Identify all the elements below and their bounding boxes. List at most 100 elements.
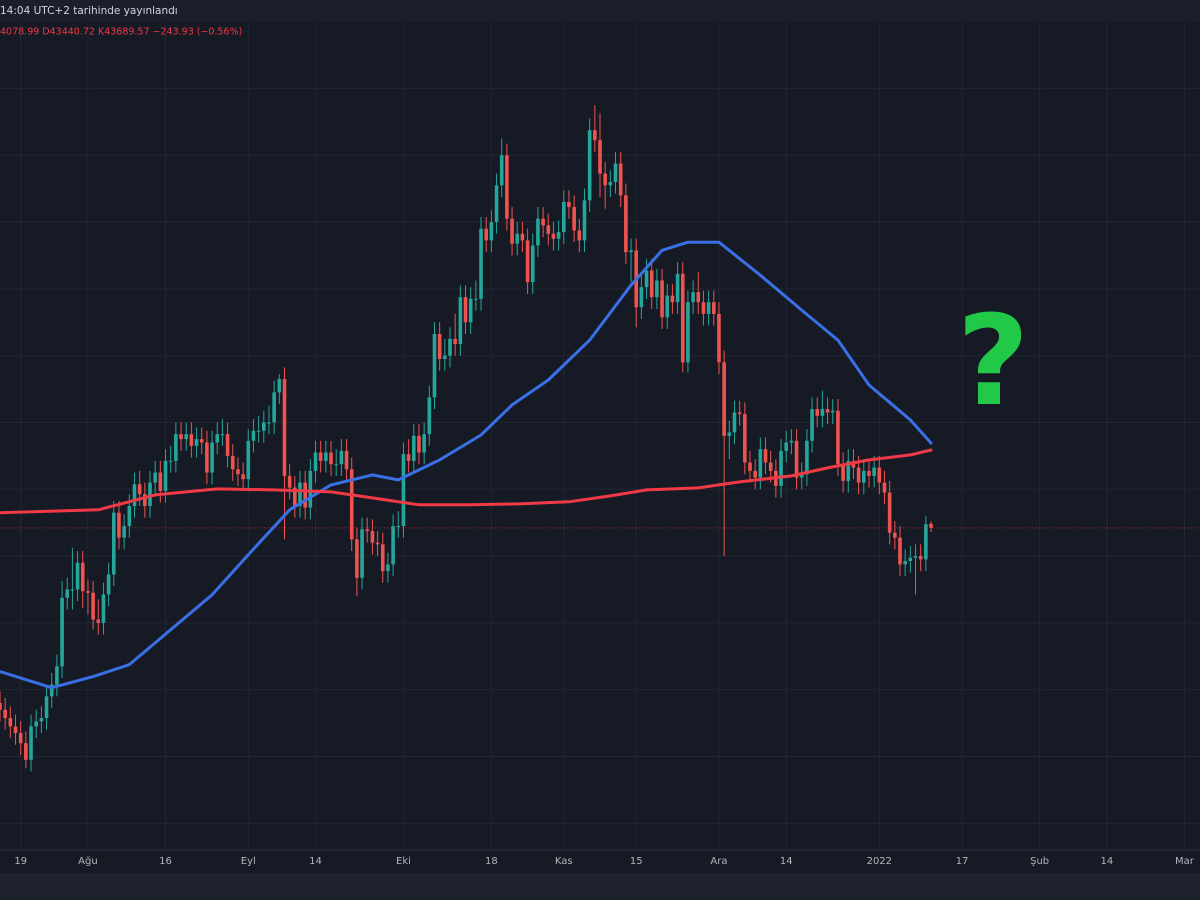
candle-body [199,439,204,443]
candle-body [505,155,509,219]
x-tick-label: 14 [309,856,322,867]
candle-body [825,409,830,413]
candle-body [613,163,618,182]
candle-body [189,434,194,446]
candle-body [515,233,520,244]
candle-body [96,619,101,623]
candle-body [820,409,825,416]
candle-body [794,440,799,478]
candle-body [799,474,804,478]
candle-body [153,472,157,483]
candle-body [236,469,240,475]
candle-body [453,338,457,344]
candle-body [582,200,587,241]
candle-body [887,492,892,533]
candle-body [329,452,333,465]
candle-body [458,297,463,344]
plot [0,105,1200,772]
candle-body [711,302,716,314]
candle-body [753,470,757,478]
candle-body [577,230,582,241]
candle-body [117,512,121,538]
candle-body [230,455,235,470]
candle-body [629,250,633,253]
candle-body [913,556,918,558]
candle-body [106,574,111,595]
candle-body [287,475,292,488]
candle-body [670,295,675,303]
candle-body [758,449,763,478]
candle-body [644,270,649,288]
x-tick-label: 16 [159,856,172,867]
candle-body [867,470,871,476]
x-tick-label: 19 [14,856,27,867]
candle-body [380,544,385,572]
candle-body [3,709,7,719]
x-tick-label: Şub [1030,856,1049,867]
candle-body [55,666,59,685]
candle-body [70,589,75,591]
candle-body [784,442,789,451]
candle-body [174,434,178,461]
x-tick-label: Eyl [241,856,256,867]
candle-body [49,684,54,697]
candle-body [520,233,525,241]
candle-body [370,531,375,543]
candle-body [220,434,225,436]
candle-body [39,718,44,722]
candle-body [241,474,245,480]
candle-body [101,594,106,623]
x-tick-label: 2022 [867,856,892,867]
candle-body [898,537,902,565]
candle-body [256,430,261,432]
x-tick-label: 14 [780,856,793,867]
candle-body [448,338,452,356]
candle-body [75,562,80,590]
candle-body [908,557,913,562]
candle-body [122,526,126,538]
candle-body [375,542,380,545]
candle-body [137,484,142,495]
candle-body [148,482,152,506]
candle-body [474,298,478,300]
x-tick-label: 15 [630,856,643,867]
candle-body [748,462,752,471]
candle-body [815,409,820,416]
candle-body [779,450,783,486]
published-text: 14:04 UTC+2 tarihinde yayınlandı [0,5,178,17]
candle-body [158,472,163,491]
candle-body [267,422,271,424]
candle-body [722,362,726,436]
x-tick-label: 14 [1101,856,1114,867]
candle-body [479,228,483,299]
candle-body [463,297,468,323]
candle-body [29,726,33,760]
candle-body [727,432,732,436]
candle-body [655,280,659,298]
candle-body [205,442,209,473]
annotation: ? [957,289,1030,434]
candle-body [882,482,887,493]
candle-body [349,469,354,540]
candle-body [324,452,328,461]
candle-body [24,743,28,760]
candle-body [536,218,540,246]
candle-body [391,526,395,565]
candle-body [484,228,489,241]
candle-body [598,140,602,174]
candle-body [194,439,199,446]
candle-body [618,163,623,196]
candle-body [293,487,297,506]
candle-body [432,333,437,398]
candle-body [143,494,147,506]
candle-body [210,442,214,473]
candle-body [499,155,504,186]
candle-body [417,435,421,453]
candle-body [861,470,866,483]
candle-body [789,440,794,443]
candle-body [918,556,923,560]
candle-body [365,529,370,532]
candle-body [215,434,220,443]
candle-body [680,273,685,363]
candle-body [603,173,607,186]
